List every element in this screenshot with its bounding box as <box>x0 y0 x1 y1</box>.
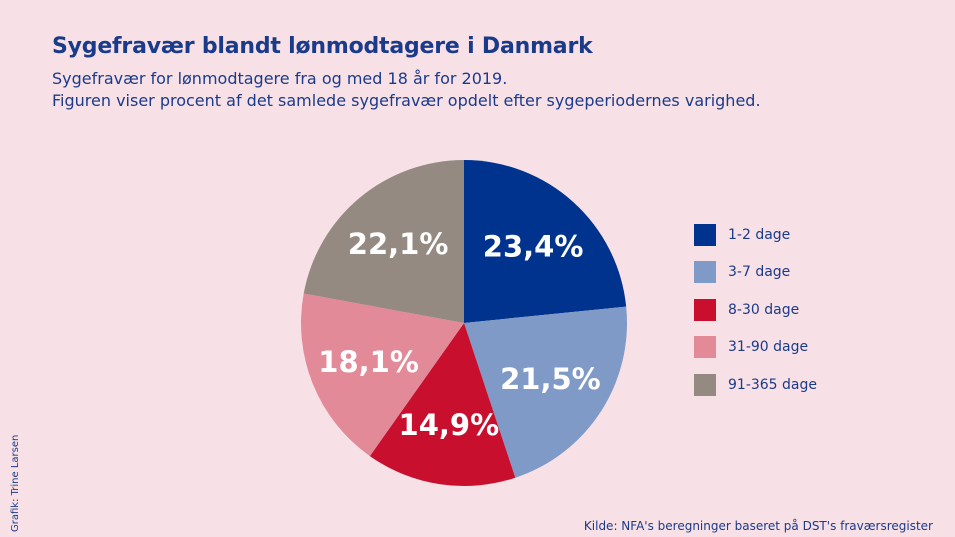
legend-swatch <box>694 336 716 358</box>
legend-label: 3-7 dage <box>728 264 791 280</box>
legend-label: 8-30 dage <box>728 301 800 318</box>
legend-swatch <box>694 298 716 321</box>
pie-slice-4 <box>301 293 464 457</box>
slice-value-label-5: 22,1% <box>348 227 449 261</box>
slice-value-label-2: 21,5% <box>500 362 601 396</box>
legend-item: 3-7 dage <box>694 261 894 284</box>
subtitle-line-1: Sygefravær for lønmodtagere fra og med 1… <box>52 69 508 88</box>
graphic-credit: Grafik: Trine Larsen <box>10 434 21 532</box>
pie-slice-1 <box>464 160 627 323</box>
legend-label: 1-2 dage <box>728 226 791 243</box>
source-note: Kilde: NFA's beregninger baseret på DST'… <box>583 519 933 533</box>
chart-legend: 1-2 dage 3-7 dage 8-30 dage 31-90 dage 91-36… <box>694 223 894 411</box>
legend-item: 31-90 dage <box>694 336 894 359</box>
legend-swatch <box>694 373 716 396</box>
legend-label: 91-365 dage <box>728 376 818 393</box>
pie-slice-5 <box>303 160 464 323</box>
pie-slice-3 <box>369 323 516 486</box>
slice-value-label-1: 23,4% <box>483 230 584 264</box>
legend-swatch <box>694 261 716 283</box>
chart-subtitle: Sygefravær for lønmodtagere fra og med 1… <box>52 68 761 112</box>
legend-label: 31-90 dage <box>728 339 809 355</box>
legend-swatch <box>694 223 716 246</box>
pie-slice-2 <box>464 306 627 478</box>
legend-item: 91-365 dage <box>694 373 894 396</box>
chart-title: Sygefravær blandt lønmodtagere i Danmark <box>52 34 593 59</box>
slice-value-label-4: 18,1% <box>318 345 419 379</box>
legend-item: 8-30 dage <box>694 298 894 321</box>
legend-item: 1-2 dage <box>694 223 894 246</box>
subtitle-line-2: Figuren viser procent af det samlede syg… <box>52 91 761 110</box>
slice-value-label-3: 14,9% <box>399 408 500 442</box>
